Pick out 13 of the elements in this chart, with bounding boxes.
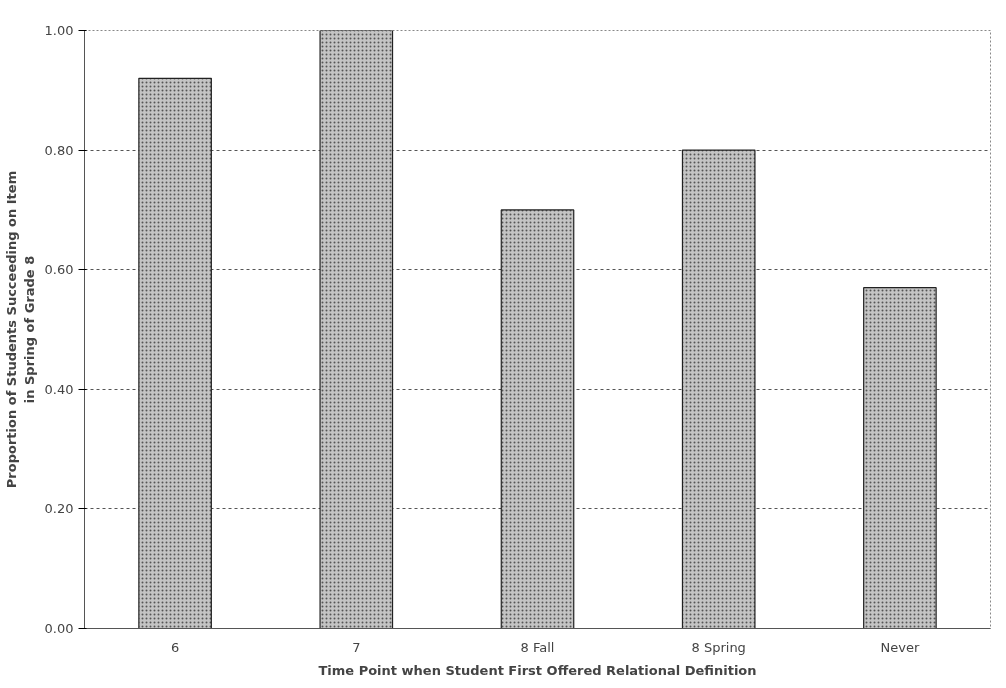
x-tick-label: 8 Fall (520, 639, 555, 655)
x-tick-label: 6 (170, 639, 180, 655)
x-axis-title: Time Point when Student First Offered Relational Definition (318, 662, 757, 678)
x-tick-label: Never (880, 639, 920, 655)
y-tick-label: 0.40 (44, 381, 74, 397)
y-tick-label: 0.60 (44, 262, 74, 278)
y-axis-title: Proportion of Students Succeeding on Item in Spring of Grade 8 (3, 170, 37, 489)
y-tick-label: 1.00 (44, 23, 74, 38)
x-tick-label: 7 (352, 639, 361, 655)
y-tick-label: 0.20 (44, 501, 74, 517)
y-tick-label: 0.80 (44, 142, 74, 158)
x-tick-label: 8 Spring (691, 639, 746, 655)
y-tick-label: 0.00 (44, 621, 74, 636)
